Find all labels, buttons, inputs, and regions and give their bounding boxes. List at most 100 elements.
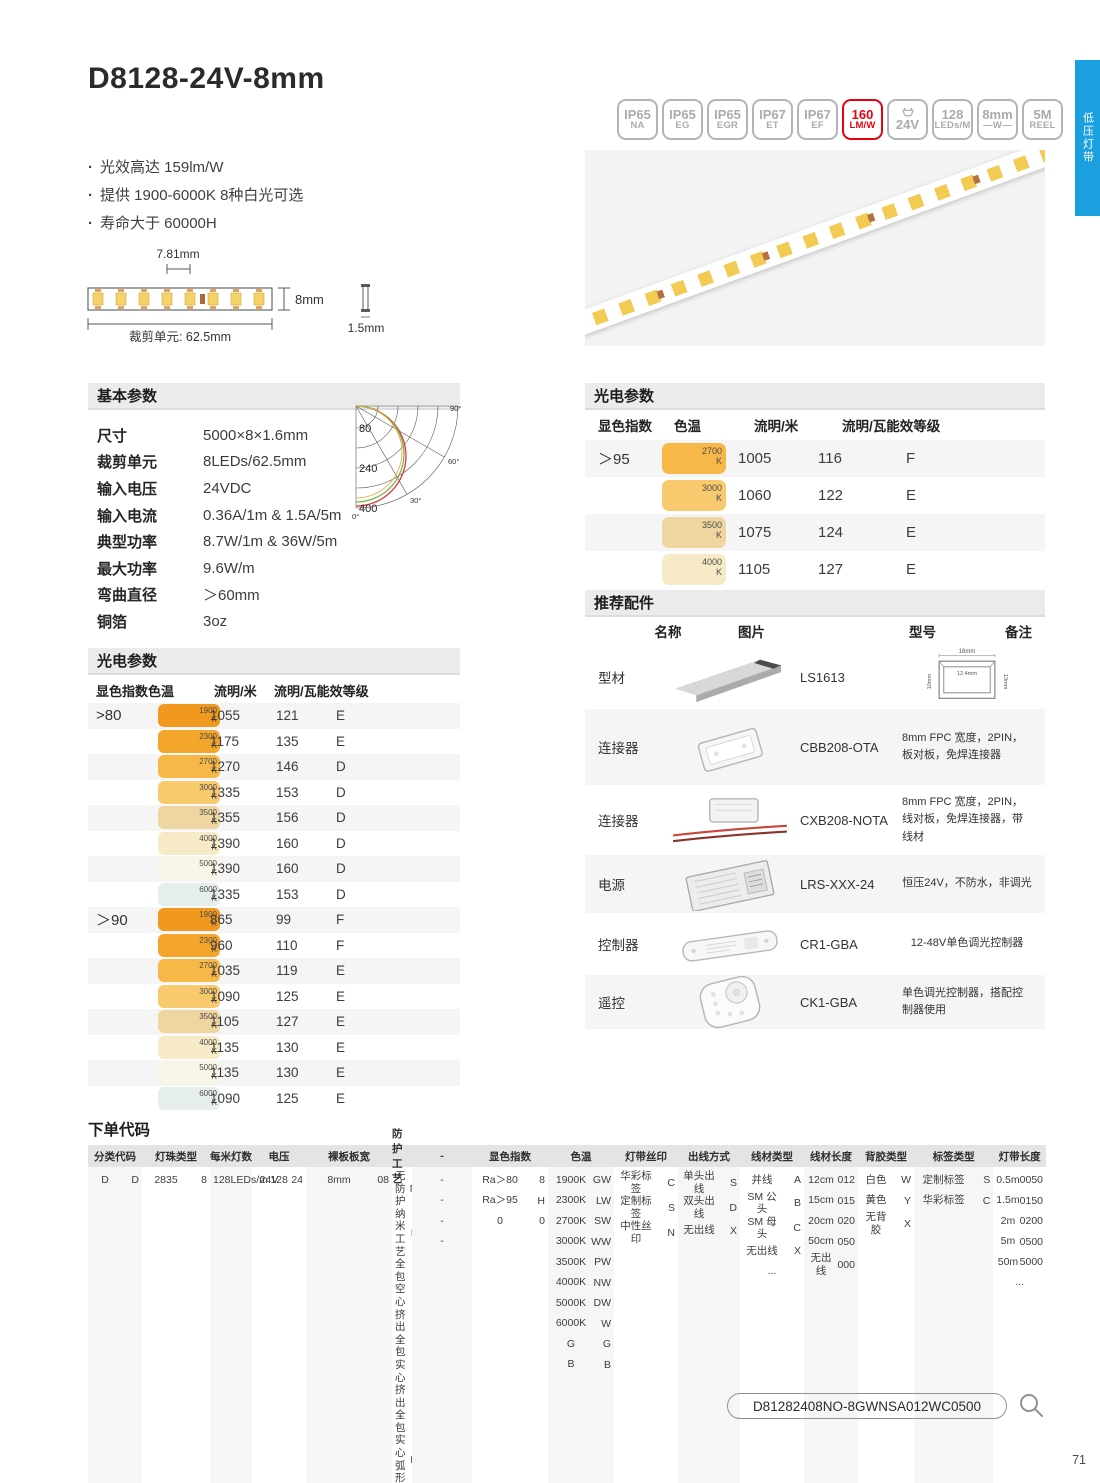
photometric-row: ＞95 2700 K 1005 116 F [585,440,1045,477]
order-option: 中性丝印 N [614,1220,678,1245]
search-icon[interactable] [1017,1391,1045,1419]
polar-angle-60: 60° [448,457,459,466]
basic-param-row: 典型功率 8.7W/1m & 36W/5m [97,528,460,555]
profile-cross-section-diagram: 16mm 12.4mm 10mm 13mm [915,646,1019,708]
badge-line1: IP67 [759,106,786,122]
option-label: 华彩标签 [922,1194,965,1207]
feature-item: 提供 1900-6000K 8种白光可选 [88,182,303,210]
order-option-list: 白色 W 黄色 Y 无背胶 X [858,1167,914,1483]
order-column-header: 灯带长度 [993,1145,1046,1167]
cri-value: ＞90 [96,912,128,930]
accessory-photo-icon [660,975,800,1029]
color-temp-cell: 4000 K [158,831,220,855]
page-number: 71 [1072,1453,1086,1467]
lumen-per-watt: 119 [276,963,298,979]
efficiency-grade: D [336,861,346,877]
option-code: 0 [539,1215,545,1228]
lumen-per-watt: 116 [818,450,842,467]
color-temp-cell: 1900 K [158,704,220,728]
accessory-photo-icon [660,857,800,911]
order-column-header: 电压 [252,1145,306,1167]
param-label: 输入电压 [97,480,158,498]
option-label: 中性丝印 [620,1220,652,1245]
option-code: W [601,1317,611,1330]
accessory-model: LS1613 [800,669,845,685]
lumen-per-meter: 1005 [738,450,772,467]
order-option: - [412,1170,472,1191]
feature-list: 光效高达 159lm/W 提供 1900-6000K 8种白光可选 寿命大于 6… [88,154,303,238]
accessory-row: 连接器 CXB208-NOTA 8mm FPC 宽度，2PIN，线对板，免焊连接… [585,785,1045,855]
option-label: 6000K [555,1317,587,1330]
order-column-header: 背胶类型 [858,1145,914,1167]
option-code: S [729,1176,737,1189]
lumen-per-meter: 1135 [210,1039,240,1055]
basic-param-row: 裁剪单元 8LEDs/62.5mm [97,449,460,476]
option-label: 无出线 [746,1244,778,1257]
lumen-per-meter: 1175 [210,733,240,749]
photometric-header-row: 显色指数 色温 流明/米 流明/瓦 能效等级 [88,677,460,703]
order-code-column: 线材长度 12cm 012 15cm 015 [804,1145,858,1483]
efficiency-grade: F [336,937,345,953]
color-temp-cell: 3500 K [662,517,738,548]
lumen-per-watt: 125 [276,988,299,1004]
lumen-per-watt: 127 [276,1014,299,1030]
feature-item: 寿命大于 60000H [88,210,303,238]
option-code: B [603,1358,611,1371]
column-header: 色温 [674,419,701,434]
color-temp-cell: 3000 K [662,480,738,511]
option-label: 全包实心挤出 [395,1333,406,1409]
basic-param-row: 尺寸 5000×8×1.6mm [97,422,460,449]
lumen-per-watt: 153 [276,784,299,800]
feature-item: 光效高达 159lm/W [88,154,303,182]
feature-badge: 128 LEDs/M [932,99,973,140]
polar-angle-90: 90° [450,404,461,413]
option-label: 全包实心弧形挤出 [395,1409,406,1483]
photometric-row: 6000 K 1335 153 D [88,882,460,908]
category-side-tab[interactable]: 低压灯带 [1075,60,1100,216]
photometric-row: 2300 K 1175 135 E [88,729,460,755]
color-temp-cell: 2300 K [158,933,220,957]
badge-line1: 5M [1033,106,1052,122]
cut-unit-dimension: 裁剪单元: 62.5mm [129,329,231,344]
accessory-remark: 8mm FPC 宽度，2PIN，线对板，免焊连接器，带线材 [902,794,1032,845]
feature-badge: 5M REEL [1022,99,1063,140]
order-option-list: 1900K GW 2300K LW 2700K SW [548,1167,614,1483]
option-label: 纳米工艺 [395,1207,406,1258]
param-label: 最大功率 [97,560,158,578]
polar-tick-400: 400 [359,503,377,515]
photometric-row: ＞90 1900 K 865 99 F [88,907,460,933]
badge-line2: EG [675,120,690,132]
accessory-model: LRS-XXX-24 [800,876,875,892]
photometric-row: 3000 K 1060 122 E [585,477,1045,514]
color-temp-cell: 2300 K [158,729,220,753]
column-header: 能效等级 [886,419,941,434]
color-temp-badge: 2700 K [158,755,220,779]
order-option: ... [993,1273,1046,1294]
photometric-row: 3500 K 1355 156 D [88,805,460,831]
option-label: 华彩标签 [620,1170,652,1195]
lumen-per-meter: 1105 [738,561,771,578]
option-label: 0.5m [996,1173,1020,1186]
option-label: 128LEDs/m [213,1173,268,1186]
lumen-per-meter: 960 [210,937,233,953]
color-temp-badge: 2300 K [158,729,220,753]
option-label: 50m [997,1255,1019,1268]
order-option-list: 24V 24 [252,1167,306,1483]
order-option: 2835 8 [142,1170,210,1191]
option-label: SM 公头 [747,1190,777,1216]
color-temp-badge: 5000 K [158,857,220,881]
feature-badge: IP65 EGR [707,99,748,140]
option-code: C [667,1176,675,1189]
basic-param-row: 弯曲直径 ＞60mm [97,582,460,609]
photometric-row: 2700 K 1035 119 E [88,958,460,984]
order-option: 定制标签 S [614,1195,678,1220]
accessory-row: 遥控 CK1-GBA 单色调光控制器，搭配控制器使用 [585,975,1045,1029]
badge-line1: 128 [941,106,964,122]
color-temp-badge: 6000 K [158,882,220,906]
order-option-list: Ra＞80 8 Ra＞95 H 0 0 [472,1167,548,1483]
order-code-column: 标签类型 定制标签 S 华彩标签 C [914,1145,994,1483]
lumen-per-meter: 1390 [210,861,241,877]
remark-text: 恒压24V，不防水，非调光 [902,877,1032,890]
remark-text: 12-48V单色调光控制器 [910,937,1024,950]
efficiency-grade: D [336,784,346,800]
